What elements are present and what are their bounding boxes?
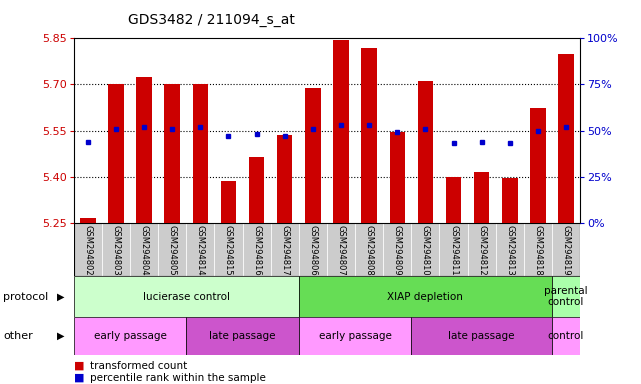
Bar <box>305 88 320 223</box>
Bar <box>467 223 495 276</box>
Text: parental
control: parental control <box>544 286 588 308</box>
Text: GSM294810: GSM294810 <box>421 225 430 276</box>
Text: GSM294802: GSM294802 <box>83 225 92 276</box>
Bar <box>299 223 327 276</box>
Bar <box>80 218 96 223</box>
Text: protocol: protocol <box>3 291 49 302</box>
Text: GSM294808: GSM294808 <box>365 225 374 276</box>
Text: GSM294809: GSM294809 <box>393 225 402 276</box>
Bar <box>187 223 214 276</box>
Bar <box>192 84 208 223</box>
Bar <box>214 223 242 276</box>
Bar <box>299 276 552 317</box>
Bar <box>552 276 580 317</box>
Bar <box>74 317 187 355</box>
Text: early passage: early passage <box>94 331 167 341</box>
Text: GSM294813: GSM294813 <box>505 225 514 276</box>
Bar <box>362 48 377 223</box>
Text: GSM294811: GSM294811 <box>449 225 458 276</box>
Bar <box>390 132 405 223</box>
Text: other: other <box>3 331 33 341</box>
Text: ■: ■ <box>74 361 84 371</box>
Text: GSM294806: GSM294806 <box>308 225 317 276</box>
Text: control: control <box>548 331 584 341</box>
Text: GDS3482 / 211094_s_at: GDS3482 / 211094_s_at <box>128 13 295 27</box>
Text: lucierase control: lucierase control <box>143 291 229 302</box>
Bar <box>277 135 292 223</box>
Bar <box>158 223 187 276</box>
Bar <box>137 77 152 223</box>
Bar <box>383 223 412 276</box>
Bar <box>495 223 524 276</box>
Bar <box>502 178 517 223</box>
Text: GSM294805: GSM294805 <box>168 225 177 276</box>
Bar <box>74 223 102 276</box>
Text: GSM294816: GSM294816 <box>252 225 261 276</box>
Bar <box>249 157 264 223</box>
Text: GSM294815: GSM294815 <box>224 225 233 276</box>
Text: transformed count: transformed count <box>90 361 187 371</box>
Bar <box>418 81 433 223</box>
Bar <box>333 40 349 223</box>
Bar <box>108 84 124 223</box>
Text: GSM294817: GSM294817 <box>280 225 289 276</box>
Bar <box>221 181 236 223</box>
Bar <box>552 317 580 355</box>
Bar <box>102 223 130 276</box>
Text: early passage: early passage <box>319 331 392 341</box>
Text: GSM294819: GSM294819 <box>562 225 570 276</box>
Bar <box>165 84 180 223</box>
Bar <box>440 223 467 276</box>
Bar <box>130 223 158 276</box>
Bar <box>412 223 440 276</box>
Text: GSM294814: GSM294814 <box>196 225 205 276</box>
Bar <box>412 317 552 355</box>
Bar <box>242 223 271 276</box>
Text: XIAP depletion: XIAP depletion <box>387 291 463 302</box>
Text: GSM294812: GSM294812 <box>477 225 486 276</box>
Bar <box>552 223 580 276</box>
Bar <box>74 276 299 317</box>
Text: late passage: late passage <box>449 331 515 341</box>
Bar <box>558 54 574 223</box>
Text: GSM294803: GSM294803 <box>112 225 121 276</box>
Bar <box>524 223 552 276</box>
Bar <box>187 317 299 355</box>
Text: ▶: ▶ <box>56 291 64 302</box>
Text: ▶: ▶ <box>56 331 64 341</box>
Text: percentile rank within the sample: percentile rank within the sample <box>90 373 265 383</box>
Bar <box>355 223 383 276</box>
Bar <box>445 177 462 223</box>
Bar <box>530 108 545 223</box>
Bar <box>271 223 299 276</box>
Text: GSM294804: GSM294804 <box>140 225 149 276</box>
Bar <box>299 317 412 355</box>
Bar <box>327 223 355 276</box>
Text: ■: ■ <box>74 373 84 383</box>
Bar <box>474 172 489 223</box>
Text: late passage: late passage <box>209 331 276 341</box>
Text: GSM294818: GSM294818 <box>533 225 542 276</box>
Text: GSM294807: GSM294807 <box>337 225 345 276</box>
